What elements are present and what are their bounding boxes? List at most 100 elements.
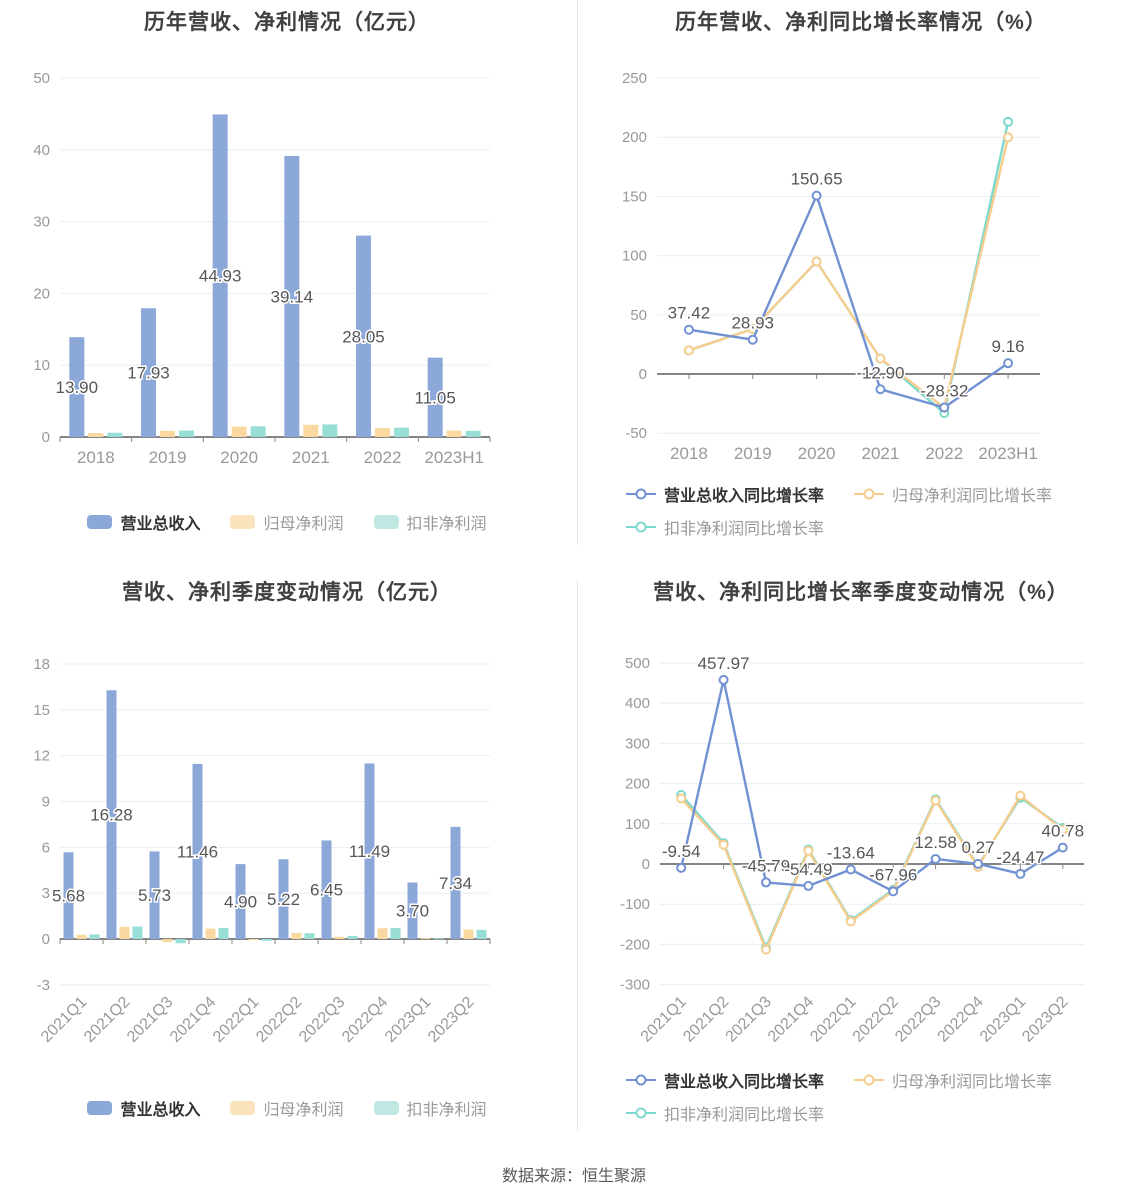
- value-label: 39.14: [271, 287, 314, 306]
- data-point-marker: [973, 858, 983, 869]
- value-label: 5.22: [267, 890, 300, 909]
- bar: [377, 928, 388, 939]
- legend-item-1[interactable]: 营业总收入: [87, 510, 200, 534]
- legend-label: 归母净利润同比增长率: [892, 1074, 1053, 1091]
- value-label: -54.49: [784, 860, 832, 879]
- y-axis-label: 12: [33, 748, 50, 765]
- bar: [303, 424, 319, 437]
- quarterly-amount-plot: -303691215182021Q12021Q22021Q32021Q42022…: [33, 656, 491, 1046]
- series-line: [688, 136, 1010, 409]
- data-point-marker: [683, 324, 694, 335]
- y-axis-label: -3: [37, 977, 50, 994]
- data-point-marker: [1057, 842, 1068, 853]
- legend-item-3[interactable]: 扣非净利润同比增长率: [626, 515, 824, 539]
- legend-line-marker: [626, 521, 656, 533]
- bar: [450, 826, 461, 939]
- legend-item-3[interactable]: 扣非净利润: [373, 510, 487, 534]
- value-label: 37.42: [668, 304, 711, 323]
- bar: [334, 936, 345, 939]
- legend-item-1[interactable]: 营业总收入同比增长率: [626, 1068, 824, 1092]
- value-label: -13.64: [827, 843, 875, 862]
- value-label: 11.49: [349, 842, 390, 861]
- y-axis-label: 3: [42, 885, 50, 902]
- y-axis-label: 40: [33, 142, 50, 159]
- data-point-marker: [930, 853, 941, 864]
- value-label: 150.65: [791, 170, 843, 189]
- chart-panel-quarterly-growth: 营收、净利同比增长率季度变动情况（%） -300 -200 -100 0 100 200 3…: [574, 560, 1148, 1160]
- bar: [107, 432, 123, 437]
- y-axis-label: 30: [33, 214, 50, 231]
- value-label: -9.54: [662, 842, 701, 861]
- value-label: -12.90: [856, 363, 904, 382]
- bar: [149, 851, 160, 939]
- bar: [278, 859, 289, 939]
- legend-item-2[interactable]: 归母净利润同比增长率: [854, 482, 1052, 506]
- series-line: [688, 194, 1009, 409]
- legend-label: 归母净利润: [263, 1102, 344, 1119]
- x-axis-label: 2022Q4: [339, 994, 391, 1046]
- bar: [446, 430, 462, 437]
- data-point-marker: [875, 384, 886, 395]
- value-label: 6.45: [310, 881, 343, 900]
- y-axis-label: 20: [33, 285, 50, 302]
- data-point-marker: [1003, 358, 1014, 369]
- x-axis-label: 2022Q4: [935, 993, 987, 1045]
- data-point-marker: [1015, 790, 1026, 801]
- data-point-marker: [875, 353, 886, 364]
- data-point-marker: [1057, 824, 1068, 835]
- legend-label: 营业总收入: [120, 516, 201, 533]
- y-axis-label: 0: [42, 931, 50, 948]
- legend-swatch: [87, 1101, 113, 1115]
- bar: [231, 426, 247, 437]
- legend-item-1[interactable]: 营业总收入同比增长率: [626, 482, 824, 506]
- legend-item-3[interactable]: 扣非净利润同比增长率: [626, 1101, 824, 1125]
- bar: [106, 690, 117, 939]
- legend-line-marker: [854, 1074, 885, 1086]
- legend-item-2[interactable]: 归母净利润同比增长率: [854, 1068, 1052, 1092]
- y-axis-label: 0: [639, 366, 647, 383]
- data-point-marker: [845, 864, 856, 875]
- data-point-marker: [888, 886, 899, 897]
- bar: [69, 337, 85, 437]
- bar: [291, 932, 302, 939]
- bar: [88, 433, 104, 437]
- bar: [476, 929, 487, 939]
- bar: [304, 933, 315, 939]
- legend-item-2[interactable]: 归母净利润: [230, 510, 344, 534]
- bar: [356, 235, 371, 437]
- chart-title: 营收、净利季度变动情况（亿元）: [122, 581, 452, 604]
- x-axis-label: 2022Q3: [892, 993, 944, 1045]
- x-axis-label: 2023Q2: [1019, 993, 1071, 1045]
- data-point-marker: [1003, 116, 1014, 127]
- value-label: 9.16: [992, 337, 1025, 356]
- data-point-marker: [718, 674, 729, 685]
- x-axis-label: 2022Q1: [807, 993, 859, 1045]
- legend-label: 扣非净利润: [406, 516, 487, 533]
- y-axis-label: 15: [33, 702, 50, 719]
- legend-swatch: [87, 515, 113, 529]
- value-label: -28.32: [920, 382, 968, 401]
- legend: 营业总收入同比增长率 归母净利润同比增长率扣非净利润同比增长率: [626, 482, 1096, 539]
- legend-swatch: [373, 515, 399, 529]
- x-axis-label: 2018: [77, 448, 115, 467]
- legend-item-3[interactable]: 扣非净利润: [373, 1096, 487, 1120]
- y-axis-label: 0: [42, 429, 50, 446]
- value-label: 5.68: [52, 887, 85, 906]
- bar: [433, 938, 444, 940]
- value-label: 11.05: [415, 388, 456, 407]
- x-axis-label: 2022: [925, 444, 963, 463]
- value-label: 3.70: [396, 902, 429, 921]
- bar: [321, 840, 332, 939]
- x-axis-label: 2021Q4: [765, 993, 817, 1045]
- data-point-marker: [676, 793, 687, 804]
- bar: [463, 929, 474, 939]
- legend-item-2[interactable]: 归母净利润: [230, 1096, 344, 1120]
- bar: [63, 852, 74, 939]
- bar: [407, 882, 418, 939]
- legend-line-marker: [626, 1107, 656, 1119]
- legend-item-1[interactable]: 营业总收入: [87, 1096, 200, 1120]
- bar: [390, 927, 401, 939]
- y-axis-label: 50: [630, 307, 647, 324]
- legend-label: 扣非净利润同比增长率: [664, 521, 825, 538]
- data-point-marker: [803, 880, 814, 891]
